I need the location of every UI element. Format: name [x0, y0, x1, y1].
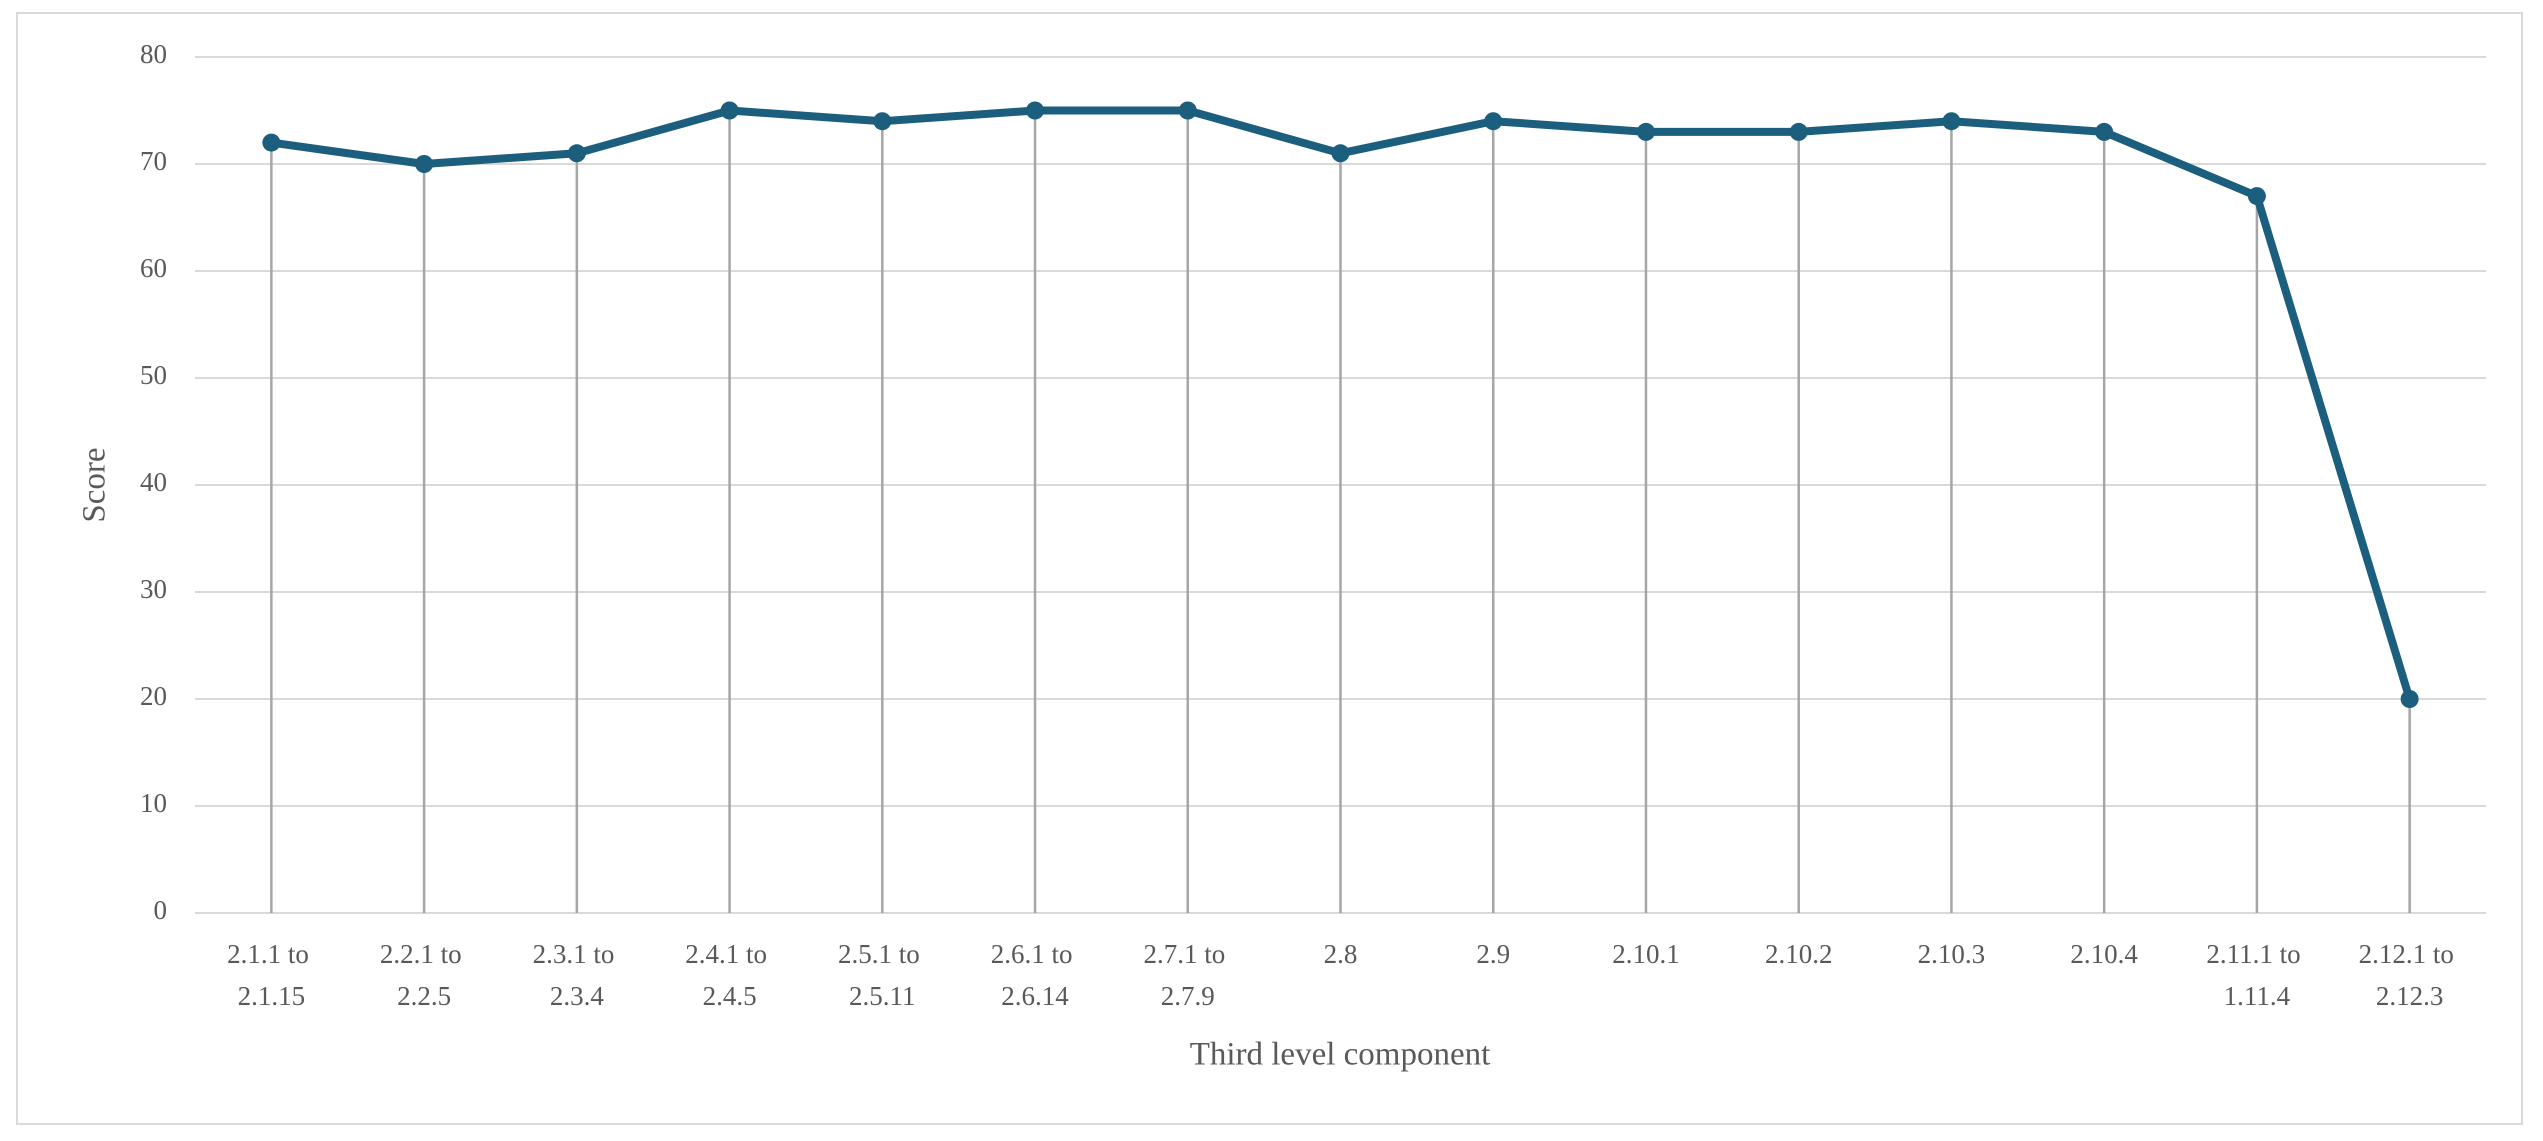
- y-tick-label: 30: [140, 574, 167, 604]
- y-tick-label: 70: [140, 146, 167, 176]
- x-tick-label: 2.10.4: [2070, 939, 2138, 969]
- x-axis-title: Third level component: [1190, 1037, 1491, 1073]
- point: [262, 133, 281, 152]
- point: [1484, 112, 1503, 131]
- x-tick-label: 2.9: [1476, 939, 1510, 969]
- point: [415, 155, 434, 173]
- x-tick-label: 2.10.3: [1918, 939, 1986, 969]
- point: [1331, 144, 1350, 163]
- x-tick-label: 2.7.1 to 2.7.9: [1144, 939, 1233, 1011]
- x-tick-label: 2.3.1 to 2.3.4: [533, 939, 622, 1011]
- x-tick-label: 2.5.1 to 2.5.11: [838, 939, 927, 1011]
- y-axis-title: Score: [77, 447, 113, 522]
- y-tick-label: 0: [154, 895, 168, 925]
- x-tick-label: 2.1.1 to 2.1.15: [227, 939, 316, 1011]
- point: [1178, 101, 1197, 120]
- point: [720, 101, 739, 120]
- point: [2247, 187, 2266, 206]
- x-tick-label: 2.6.1 to 2.6.14: [991, 939, 1080, 1011]
- x-tick-label: 2.4.1 to 2.4.5: [685, 939, 774, 1011]
- y-tick-label: 60: [140, 253, 167, 283]
- point: [1789, 122, 1808, 141]
- x-tick-label: 2.10.1: [1612, 939, 1680, 969]
- point: [1026, 101, 1045, 120]
- point: [2400, 690, 2419, 708]
- point: [1636, 122, 1655, 141]
- x-tick-label: 2.2.1 to 2.2.5: [380, 939, 469, 1011]
- x-tick-label: 2.8: [1324, 939, 1358, 969]
- y-tick-label: 80: [140, 39, 167, 69]
- x-tick-label: 2.11.1 to 1.11.4: [2206, 939, 2307, 1011]
- x-tick-label: 2.10.2: [1765, 939, 1833, 969]
- y-tick-label: 20: [140, 681, 167, 711]
- y-tick-label: 40: [140, 467, 167, 497]
- point: [567, 144, 586, 163]
- point: [2095, 122, 2114, 141]
- point: [873, 112, 892, 131]
- y-tick-label: 10: [140, 788, 167, 818]
- point: [1942, 112, 1961, 131]
- y-tick-label: 50: [140, 360, 167, 390]
- x-tick-label: 2.12.1 to 2.12.3: [2359, 939, 2461, 1011]
